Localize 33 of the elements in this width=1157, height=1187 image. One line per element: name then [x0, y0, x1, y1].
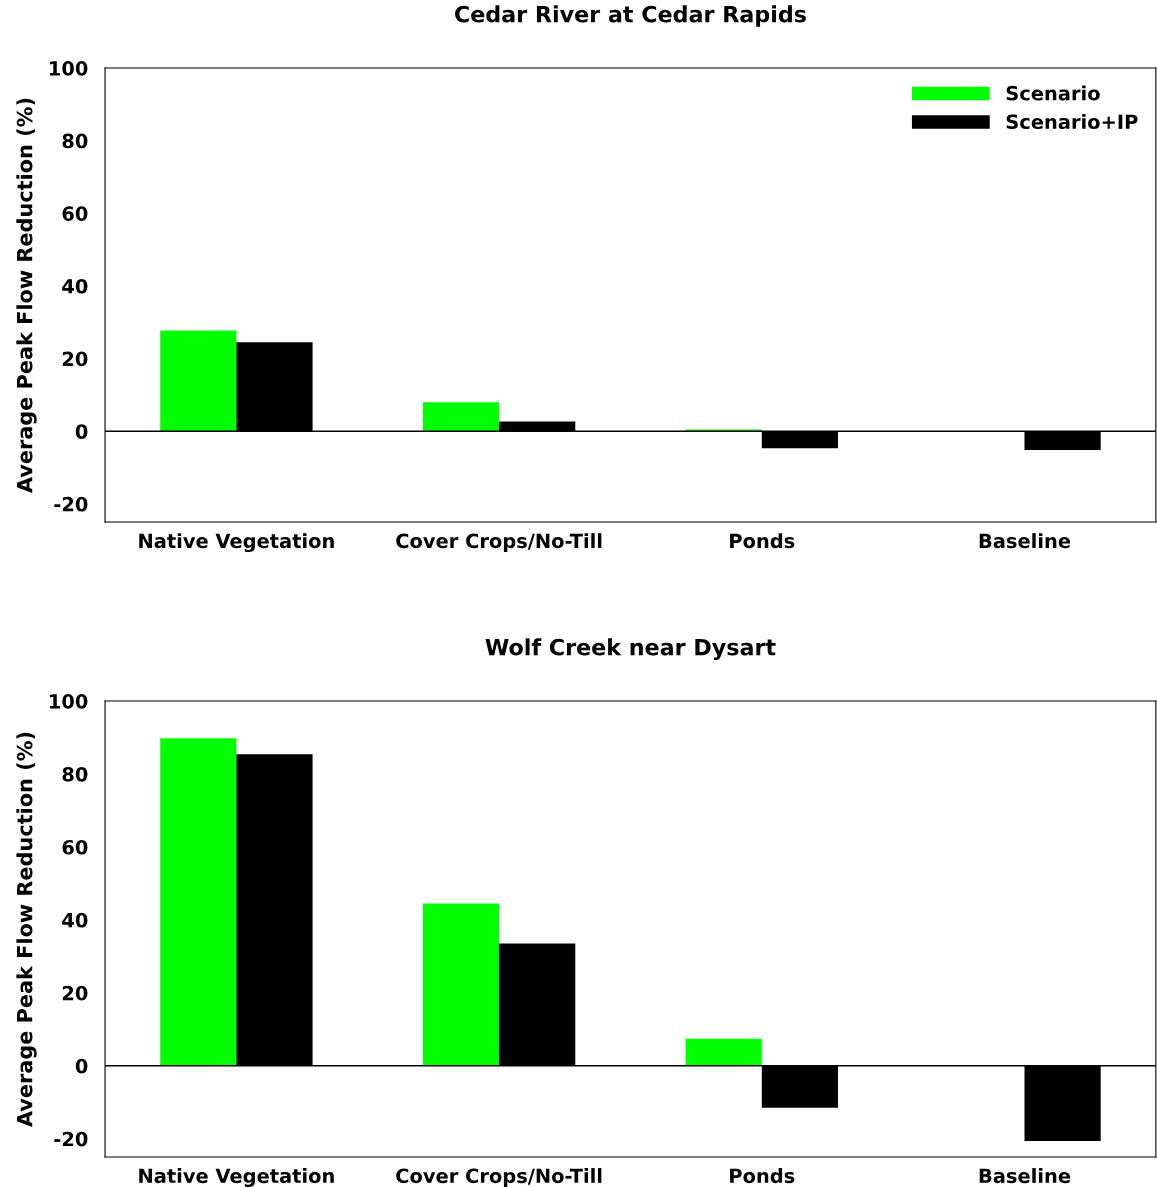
y-tick-label: 100 [50, 60, 88, 76]
y-tick-label: 0 [75, 1058, 88, 1074]
x-tick-label: Cover Crops/No-Till [396, 533, 602, 552]
x-tick-label: Native Vegetation [139, 1168, 334, 1187]
y-tick-label: 40 [62, 912, 88, 928]
y-tick-label: 60 [62, 839, 88, 855]
y-tick-label: 40 [62, 278, 88, 294]
x-tick-label: Ponds [730, 1168, 795, 1184]
x-tick-label: Cover Crops/No-Till [396, 1168, 602, 1187]
bar [160, 738, 237, 1066]
x-tick-label: Ponds [730, 533, 795, 549]
bar [685, 1038, 762, 1066]
y-tick-label: -20 [54, 496, 88, 512]
y-tick-label: 0 [75, 424, 88, 439]
bar [160, 330, 237, 432]
bar [422, 903, 500, 1066]
y-tick-label: 20 [62, 985, 88, 1001]
bar [422, 402, 500, 432]
y-tick-label: 60 [62, 206, 88, 221]
y-tick-label: -20 [54, 1131, 88, 1147]
y-axis-title: Average Peak Flow Reduction (%) [16, 732, 37, 1127]
y-tick-label: 80 [62, 133, 88, 149]
chart-title: Wolf Creek near Dysart [485, 638, 776, 660]
y-tick-label: 100 [50, 694, 88, 709]
y-tick-label: 20 [62, 351, 88, 367]
y-axis-title: Average Peak Flow Reduction (%) [16, 98, 37, 493]
x-tick-label: Native Vegetation [139, 533, 334, 553]
legend-label: Scenario [1006, 85, 1100, 101]
chart-title: Cedar River at Cedar Rapids [455, 5, 806, 27]
legend-label: Scenario+IP [1006, 114, 1138, 130]
x-tick-label: Baseline [979, 1168, 1071, 1184]
x-tick-label: Baseline [979, 533, 1071, 549]
y-tick-label: 80 [62, 766, 88, 782]
